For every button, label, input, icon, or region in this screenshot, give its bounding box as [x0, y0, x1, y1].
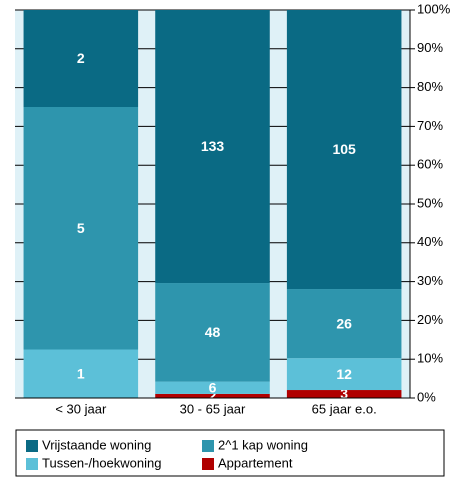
x-tick-label: 65 jaar e.o.	[312, 401, 377, 416]
bar-segment	[23, 107, 139, 350]
y-tick-label: 60%	[417, 157, 443, 172]
data-label: 2	[209, 388, 217, 404]
bar-segment	[23, 10, 139, 107]
legend-box	[15, 429, 445, 477]
legend-label: Tussen-/hoekwoning	[42, 455, 161, 470]
y-tick-label: 80%	[417, 79, 443, 94]
y-tick-label: 30%	[417, 273, 443, 288]
bar-segment	[286, 289, 402, 359]
bar-segment	[155, 10, 270, 284]
data-label: 133	[201, 138, 225, 154]
bar-segment	[155, 381, 270, 394]
y-tick-label: 50%	[417, 195, 443, 210]
data-label: 105	[332, 141, 356, 157]
legend-swatch	[26, 458, 38, 470]
data-label: 1	[77, 365, 85, 381]
y-tick-label: 100%	[417, 1, 451, 16]
data-label: 48	[205, 324, 221, 340]
y-tick-label: 20%	[417, 312, 443, 327]
bar-segment	[286, 358, 402, 391]
legend-label: 2^1 kap woning	[218, 437, 308, 452]
legend-label: Vrijstaande woning	[42, 437, 151, 452]
x-tick-label: < 30 jaar	[55, 401, 107, 416]
y-tick-label: 40%	[417, 234, 443, 249]
data-label: 5	[77, 220, 85, 236]
bar-segment	[155, 283, 270, 382]
data-label: 12	[336, 366, 352, 382]
y-tick-label: 70%	[417, 118, 443, 133]
y-tick-label: 90%	[417, 40, 443, 55]
legend-swatch	[26, 440, 38, 452]
y-tick-label: 10%	[417, 351, 443, 366]
data-label: 26	[336, 315, 352, 331]
y-tick-label: 0%	[417, 389, 436, 404]
data-label: 6	[209, 379, 217, 395]
bar-segment	[155, 393, 270, 398]
legend-label: Appartement	[218, 455, 293, 470]
data-label: 2	[77, 50, 85, 66]
bar-segment	[23, 349, 139, 398]
legend-swatch	[202, 440, 214, 452]
bar-segment	[286, 10, 402, 290]
data-label: 3	[340, 386, 348, 402]
x-tick-label: 30 - 65 jaar	[180, 401, 246, 416]
bar-segment	[286, 390, 402, 398]
legend-swatch	[202, 458, 214, 470]
